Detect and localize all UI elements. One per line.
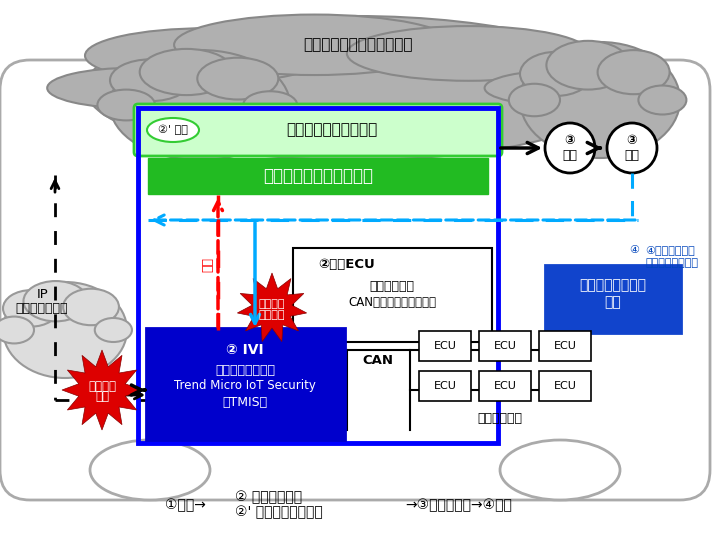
Text: ①攻撃→: ①攻撃→ xyxy=(165,498,206,512)
Text: トレンドマイクロ: トレンドマイクロ xyxy=(215,364,275,376)
Text: セキュリティ監視クラウド: セキュリティ監視クラウド xyxy=(303,37,413,52)
Ellipse shape xyxy=(545,123,595,173)
Ellipse shape xyxy=(500,440,620,500)
Text: ログ: ログ xyxy=(201,257,214,273)
FancyBboxPatch shape xyxy=(545,265,681,333)
Text: →③対応／回復→④更新: →③対応／回復→④更新 xyxy=(405,498,512,512)
Text: ECU: ECU xyxy=(433,341,456,351)
Text: ECU: ECU xyxy=(493,381,516,391)
Text: IP: IP xyxy=(37,289,49,301)
Ellipse shape xyxy=(0,317,34,343)
Ellipse shape xyxy=(485,70,647,106)
Text: CAN侵入検知・防御技術: CAN侵入検知・防御技術 xyxy=(348,295,436,309)
FancyBboxPatch shape xyxy=(479,371,531,401)
Text: インターネット: インターネット xyxy=(15,301,68,315)
FancyBboxPatch shape xyxy=(148,158,488,194)
Text: 車両側の: 車両側の xyxy=(258,299,286,309)
Ellipse shape xyxy=(110,60,191,101)
Ellipse shape xyxy=(598,50,670,94)
Ellipse shape xyxy=(63,289,119,325)
Ellipse shape xyxy=(85,28,328,83)
Text: ECU: ECU xyxy=(433,381,456,391)
Ellipse shape xyxy=(85,16,625,160)
Text: ②' 検知（クラウド）: ②' 検知（クラウド） xyxy=(235,505,323,519)
Text: ログ解析・可視化ルール: ログ解析・可視化ルール xyxy=(263,167,373,185)
Text: 車内の実装例: 車内の実装例 xyxy=(478,412,523,424)
FancyBboxPatch shape xyxy=(293,248,492,342)
Ellipse shape xyxy=(3,290,59,327)
Ellipse shape xyxy=(3,282,127,378)
Ellipse shape xyxy=(110,50,290,160)
Text: ③
回復: ③ 回復 xyxy=(625,134,640,162)
FancyBboxPatch shape xyxy=(419,331,471,361)
Text: サイバー: サイバー xyxy=(88,380,116,392)
FancyBboxPatch shape xyxy=(134,104,502,156)
Text: ④ルール更新し: ④ルール更新し xyxy=(645,245,695,255)
Text: 今回の共同開発の: 今回の共同開発の xyxy=(580,278,646,292)
Text: パナソニック: パナソニック xyxy=(370,280,415,294)
Text: Trend Micro IoT Security: Trend Micro IoT Security xyxy=(174,380,316,392)
Ellipse shape xyxy=(95,318,132,342)
Text: ② 検知（車両）: ② 検知（車両） xyxy=(235,490,302,504)
FancyBboxPatch shape xyxy=(146,328,345,440)
Text: ② IVI: ② IVI xyxy=(226,343,263,357)
Text: ③
対応: ③ 対応 xyxy=(563,134,578,162)
Text: 新たな攻撃に対応: 新たな攻撃に対応 xyxy=(645,258,698,268)
Ellipse shape xyxy=(509,84,560,116)
Ellipse shape xyxy=(90,440,210,500)
Ellipse shape xyxy=(347,26,590,81)
Text: （TMIS）: （TMIS） xyxy=(223,396,268,408)
Text: ECU: ECU xyxy=(553,381,576,391)
Text: CAN: CAN xyxy=(363,354,393,366)
FancyBboxPatch shape xyxy=(539,371,591,401)
Text: ②監視ECU: ②監視ECU xyxy=(318,258,375,272)
Ellipse shape xyxy=(638,85,686,115)
Text: 攻撃: 攻撃 xyxy=(95,391,109,403)
Polygon shape xyxy=(62,350,142,430)
Ellipse shape xyxy=(24,281,88,321)
Text: ②' 検知: ②' 検知 xyxy=(158,125,188,135)
FancyBboxPatch shape xyxy=(419,371,471,401)
Ellipse shape xyxy=(520,42,680,158)
Polygon shape xyxy=(237,273,306,342)
Text: 解析プラットフォーム: 解析プラットフォーム xyxy=(286,122,378,138)
Ellipse shape xyxy=(97,90,155,121)
Ellipse shape xyxy=(147,118,199,142)
Ellipse shape xyxy=(174,14,455,75)
Ellipse shape xyxy=(243,91,297,119)
Ellipse shape xyxy=(140,49,233,95)
Text: ④: ④ xyxy=(629,245,639,255)
Text: 異常検知: 異常検知 xyxy=(258,310,286,320)
Ellipse shape xyxy=(546,41,630,90)
FancyBboxPatch shape xyxy=(539,331,591,361)
FancyBboxPatch shape xyxy=(0,60,710,500)
FancyBboxPatch shape xyxy=(479,331,531,361)
Text: ECU: ECU xyxy=(553,341,576,351)
Text: 範囲: 範囲 xyxy=(605,295,621,309)
Ellipse shape xyxy=(520,52,592,96)
Ellipse shape xyxy=(607,123,657,173)
Ellipse shape xyxy=(47,68,220,108)
Ellipse shape xyxy=(197,58,278,100)
Text: ECU: ECU xyxy=(493,341,516,351)
